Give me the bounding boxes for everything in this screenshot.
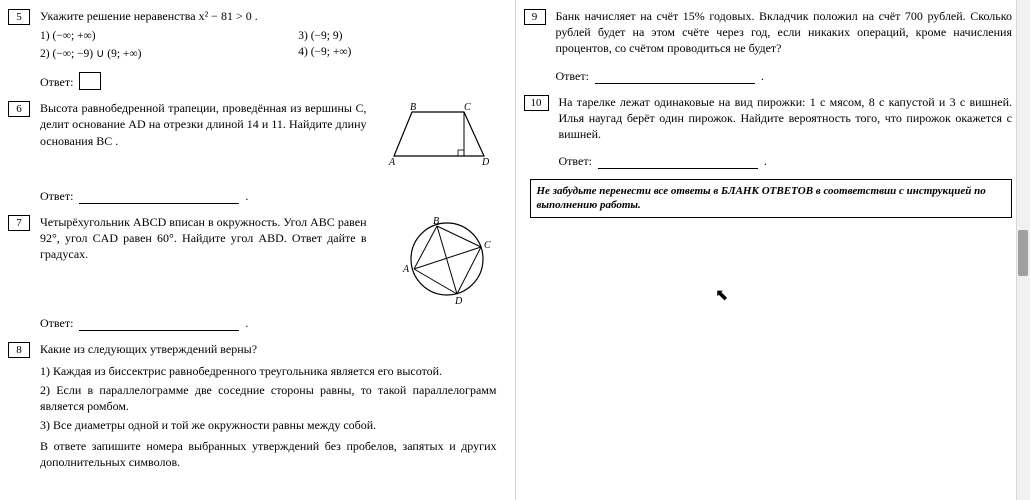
answer-label: Ответ: [40,189,73,204]
choice-4: 4) (−9; +∞) [298,46,496,60]
problem-9: 9 Банк начисляет на счёт 15% годовых. Вк… [530,8,1013,84]
answer-line[interactable] [79,192,239,204]
label-D: D [454,296,463,304]
cursor-icon: ⬉ [715,285,728,305]
choice-2: 2) (−∞; −9) ∪ (9; +∞) [40,46,238,60]
choice-3: 3) (−9; 9) [298,30,496,42]
problem-text: Какие из следующих утверждений верны? [40,341,497,357]
right-column: 9 Банк начисляет на счёт 15% годовых. Вк… [516,0,1030,500]
scrollbar[interactable] [1016,0,1030,500]
transfer-note: Не забудьте перенести все ответы в БЛАНК… [530,179,1013,218]
problem-text: Укажите решение неравенства x² − 81 > 0 … [40,8,497,24]
problem-number: 9 [524,9,546,25]
statements-list: 1) Каждая из биссектрис равнобедренного … [40,364,497,434]
circle-figure: B C D A [397,214,497,304]
answer-label: Ответ: [40,75,73,90]
label-C: C [464,102,471,113]
answer-line[interactable] [595,72,755,84]
answer-line[interactable] [598,157,758,169]
answer-label: Ответ: [559,154,592,169]
problem-6: 6 Высота равнобедренной трапеции, провед… [14,100,497,204]
problem-number: 6 [8,101,30,117]
problem-text: Банк начисляет на счёт 15% годовых. Вкла… [556,8,1013,57]
left-column: 5 Укажите решение неравенства x² − 81 > … [0,0,516,500]
problem-tail: В ответе запишите номера выбранных утвер… [40,438,497,470]
statement-1: 1) Каждая из биссектрис равнобедренного … [40,364,497,380]
trapezoid-figure: B C A D [382,100,497,170]
problem-number: 8 [8,342,30,358]
answer-line[interactable] [79,319,239,331]
problem-number: 5 [8,9,30,25]
answer-box[interactable] [79,72,101,90]
problem-number: 10 [524,95,549,111]
problem-text: На тарелке лежат одинаковые на вид пирож… [559,94,1013,143]
problem-number: 7 [8,215,30,231]
label-A: A [388,157,396,168]
problem-8: 8 Какие из следующих утверждений верны? … [14,341,497,470]
answer-label: Ответ: [556,69,589,84]
label-A: A [402,264,410,275]
label-B: B [433,216,439,227]
statement-3: 3) Все диаметры одной и той же окружност… [40,418,497,434]
problem-10: 10 На тарелке лежат одинаковые на вид пи… [530,94,1013,170]
label-C: C [484,240,491,251]
answer-label: Ответ: [40,316,73,331]
choice-1: 1) (−∞; +∞) [40,30,238,42]
problem-5: 5 Укажите решение неравенства x² − 81 > … [14,8,497,90]
label-B: B [410,102,416,113]
choices: 1) (−∞; +∞) 3) (−9; 9) 2) (−∞; −9) ∪ (9;… [40,30,497,60]
scroll-thumb[interactable] [1018,230,1028,276]
label-D: D [481,157,490,168]
statement-2: 2) Если в параллелограмме две соседние с… [40,383,497,414]
problem-7: 7 Четырёхугольник ABCD вписан в окружнос… [14,214,497,332]
